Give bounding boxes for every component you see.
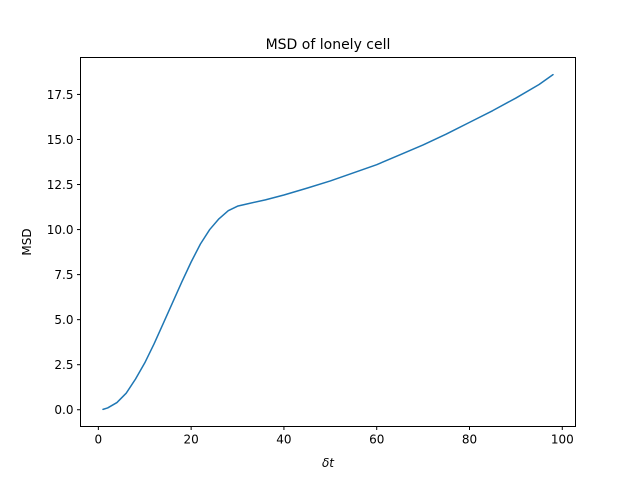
plot-area: 0 20 40 60 80 100 0.0 2.5 5.0 7.5 10.0 12.5 15.0 17.…	[47, 57, 576, 447]
x-tick-label: 20	[184, 433, 199, 447]
y-tick-label: 2.5	[54, 358, 73, 372]
y-tick-label: 15.0	[47, 133, 74, 147]
y-axis: 0.0 2.5 5.0 7.5 10.0 12.5 15.0 17.5	[47, 88, 81, 417]
x-tick-label: 100	[551, 433, 574, 447]
series-line-msd	[102, 73, 554, 411]
x-axis: 0 20 40 60 80 100	[95, 426, 574, 447]
y-axis-label: MSD	[20, 228, 34, 255]
plot-frame	[80, 57, 576, 427]
y-tick-label: 12.5	[47, 178, 74, 192]
y-tick-label: 10.0	[47, 223, 74, 237]
x-tick-label: 40	[276, 433, 291, 447]
y-tick-label: 17.5	[47, 88, 74, 102]
y-tick-label: 0.0	[54, 403, 73, 417]
x-tick-label: 60	[369, 433, 384, 447]
y-tick-label: 5.0	[54, 313, 73, 327]
y-tick-label: 7.5	[54, 268, 73, 282]
x-tick-label: 0	[95, 433, 103, 447]
x-tick-label: 80	[462, 433, 477, 447]
chart-title: MSD of lonely cell	[266, 37, 391, 53]
x-axis-label: δt	[322, 456, 335, 470]
